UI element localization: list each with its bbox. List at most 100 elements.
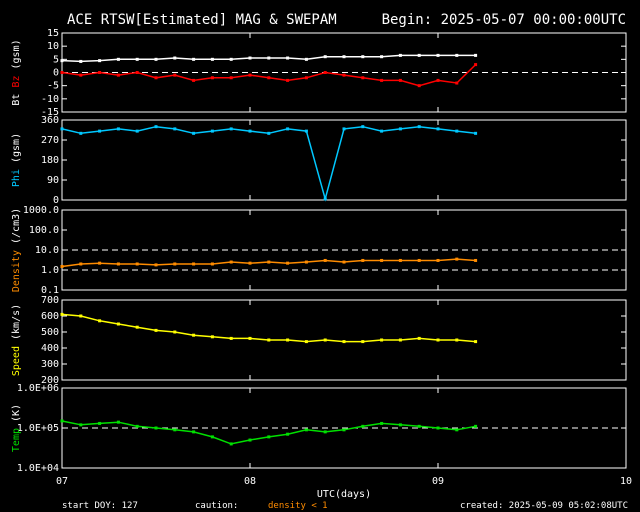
data-point-bt <box>173 56 177 60</box>
data-point-bt <box>417 53 421 57</box>
data-point-density <box>323 258 327 262</box>
data-point-phi <box>248 129 252 133</box>
data-point-temp <box>398 423 402 427</box>
data-point-phi <box>135 129 139 133</box>
data-point-density <box>229 260 233 264</box>
data-point-bt <box>79 59 83 63</box>
data-point-speed <box>229 336 233 340</box>
data-point-phi <box>380 129 384 133</box>
y-tick-label-mag-1: 10 <box>47 41 59 52</box>
data-point-bt <box>248 56 252 60</box>
data-point-temp <box>210 435 214 439</box>
y-tick-label-phi-2: 180 <box>41 155 59 166</box>
data-point-speed <box>98 319 102 323</box>
data-point-phi <box>342 127 346 131</box>
y-axis-label-density: Density (/cm3) <box>11 208 22 292</box>
data-point-phi <box>60 127 64 131</box>
data-point-phi <box>210 129 214 133</box>
data-point-temp <box>286 432 290 436</box>
data-point-density <box>60 264 64 268</box>
start-doy: start DOY: 127 <box>62 501 138 511</box>
data-point-bz <box>436 78 440 82</box>
data-point-speed <box>192 333 196 337</box>
data-point-phi <box>361 125 365 129</box>
data-point-bt <box>60 59 64 63</box>
data-point-bz <box>398 78 402 82</box>
data-point-bt <box>154 57 158 61</box>
data-point-speed <box>248 336 252 340</box>
data-point-phi <box>79 131 83 135</box>
data-point-speed <box>267 338 271 342</box>
data-point-bz <box>342 73 346 77</box>
data-point-speed <box>342 340 346 344</box>
data-point-bt <box>474 53 478 57</box>
data-point-temp <box>154 426 158 430</box>
data-point-bt <box>210 57 214 61</box>
data-point-temp <box>436 426 440 430</box>
data-point-speed <box>398 338 402 342</box>
y-tick-label-density-4: 0.1 <box>41 285 59 296</box>
y-axis-label-phi: Phi (gsm) <box>11 133 22 187</box>
data-point-bz <box>286 78 290 82</box>
y-tick-label-temp-0: 1.0E+06 <box>17 383 59 394</box>
data-point-density <box>474 258 478 262</box>
y-axis-label-part-density-1: (/cm3) <box>11 208 22 250</box>
data-point-temp <box>173 428 177 432</box>
data-point-density <box>455 257 459 261</box>
y-tick-label-mag-5: -10 <box>41 94 59 105</box>
y-tick-label-speed-4: 300 <box>41 359 59 370</box>
data-point-bz <box>361 76 365 80</box>
data-point-bt <box>436 53 440 57</box>
data-point-speed <box>455 338 459 342</box>
data-point-bt <box>98 59 102 63</box>
y-axis-label-part-temp-0: Temp <box>11 428 22 452</box>
data-point-bt <box>380 55 384 59</box>
data-point-bz <box>417 84 421 88</box>
y-tick-label-phi-3: 90 <box>47 175 59 186</box>
data-point-phi <box>455 129 459 133</box>
y-axis-label-part-mag-0: Bt <box>11 94 22 106</box>
data-point-temp <box>455 428 459 432</box>
data-point-density <box>192 262 196 266</box>
data-point-bz <box>474 63 478 67</box>
data-point-phi <box>192 131 196 135</box>
y-axis-label-part-mag-2: (gsm) <box>11 39 22 75</box>
data-point-bz <box>135 71 139 74</box>
data-point-bz <box>98 71 102 74</box>
data-point-density <box>98 261 102 265</box>
density-caution-note: density < 1 <box>268 501 328 511</box>
y-tick-label-phi-0: 360 <box>41 115 59 126</box>
data-point-density <box>361 258 365 262</box>
data-point-temp <box>116 420 120 424</box>
data-point-phi <box>286 127 290 131</box>
y-tick-label-speed-0: 700 <box>41 295 59 306</box>
data-point-speed <box>60 312 64 316</box>
data-point-density <box>79 262 83 266</box>
data-point-phi <box>304 129 308 133</box>
y-tick-label-phi-1: 270 <box>41 135 59 146</box>
y-tick-label-phi-4: 0 <box>53 195 59 206</box>
data-point-speed <box>135 325 139 329</box>
data-point-density <box>398 258 402 262</box>
panel-mag: 15 10 5 0 -5 -10 -15 Bt Bz (gsm) <box>11 28 627 118</box>
y-axis-label-part-phi-1: (gsm) <box>11 133 22 169</box>
data-point-density <box>173 262 177 266</box>
panel-phi: 360 270 180 90 0 Phi (gsm) <box>11 115 627 206</box>
y-tick-label-density-3: 1.0 <box>41 265 59 276</box>
y-axis-label-part-temp-1: (K) <box>11 404 22 428</box>
y-tick-label-mag-6: -15 <box>41 107 59 118</box>
data-point-phi <box>98 129 102 133</box>
data-point-bt <box>267 56 271 60</box>
y-tick-label-speed-2: 500 <box>41 327 59 338</box>
data-point-speed <box>417 336 421 340</box>
begin-timestamp: Begin: 2025-05-07 00:00:00UTC <box>382 12 626 28</box>
data-point-phi <box>398 127 402 131</box>
series-line-phi <box>61 125 476 202</box>
y-axis-label-part-speed-0: Speed <box>11 346 22 376</box>
data-point-bz <box>304 76 308 80</box>
panel-density: 1000.0 100.0 10.0 1.0 0.1 Density (/cm3) <box>11 205 627 296</box>
x-tick-label-2: 09 <box>432 476 444 487</box>
data-point-temp <box>304 428 308 432</box>
y-tick-label-mag-4: -5 <box>47 81 59 92</box>
